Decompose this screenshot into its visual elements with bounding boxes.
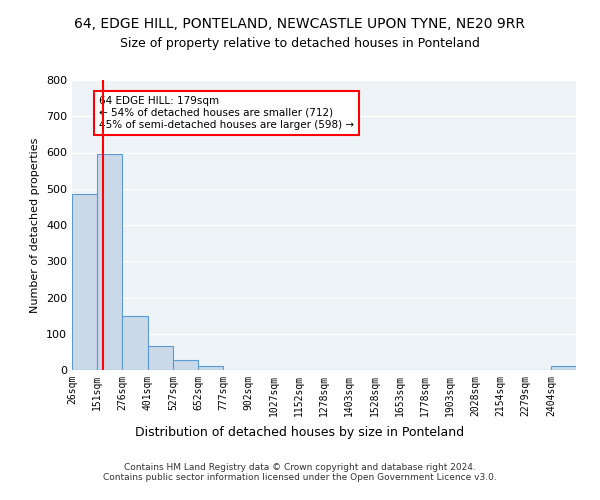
Bar <box>148 346 173 370</box>
Bar <box>173 360 198 370</box>
Text: Contains HM Land Registry data © Crown copyright and database right 2024.
Contai: Contains HM Land Registry data © Crown c… <box>103 463 497 482</box>
Bar <box>198 366 223 370</box>
Text: 64 EDGE HILL: 179sqm
← 54% of detached houses are smaller (712)
45% of semi-deta: 64 EDGE HILL: 179sqm ← 54% of detached h… <box>99 96 354 130</box>
Text: 64, EDGE HILL, PONTELAND, NEWCASTLE UPON TYNE, NE20 9RR: 64, EDGE HILL, PONTELAND, NEWCASTLE UPON… <box>74 18 526 32</box>
Text: Size of property relative to detached houses in Ponteland: Size of property relative to detached ho… <box>120 38 480 51</box>
Bar <box>122 316 148 370</box>
Y-axis label: Number of detached properties: Number of detached properties <box>31 138 40 312</box>
Bar <box>72 194 97 370</box>
Text: Distribution of detached houses by size in Ponteland: Distribution of detached houses by size … <box>136 426 464 439</box>
Bar <box>97 154 122 370</box>
Bar <box>551 366 576 370</box>
